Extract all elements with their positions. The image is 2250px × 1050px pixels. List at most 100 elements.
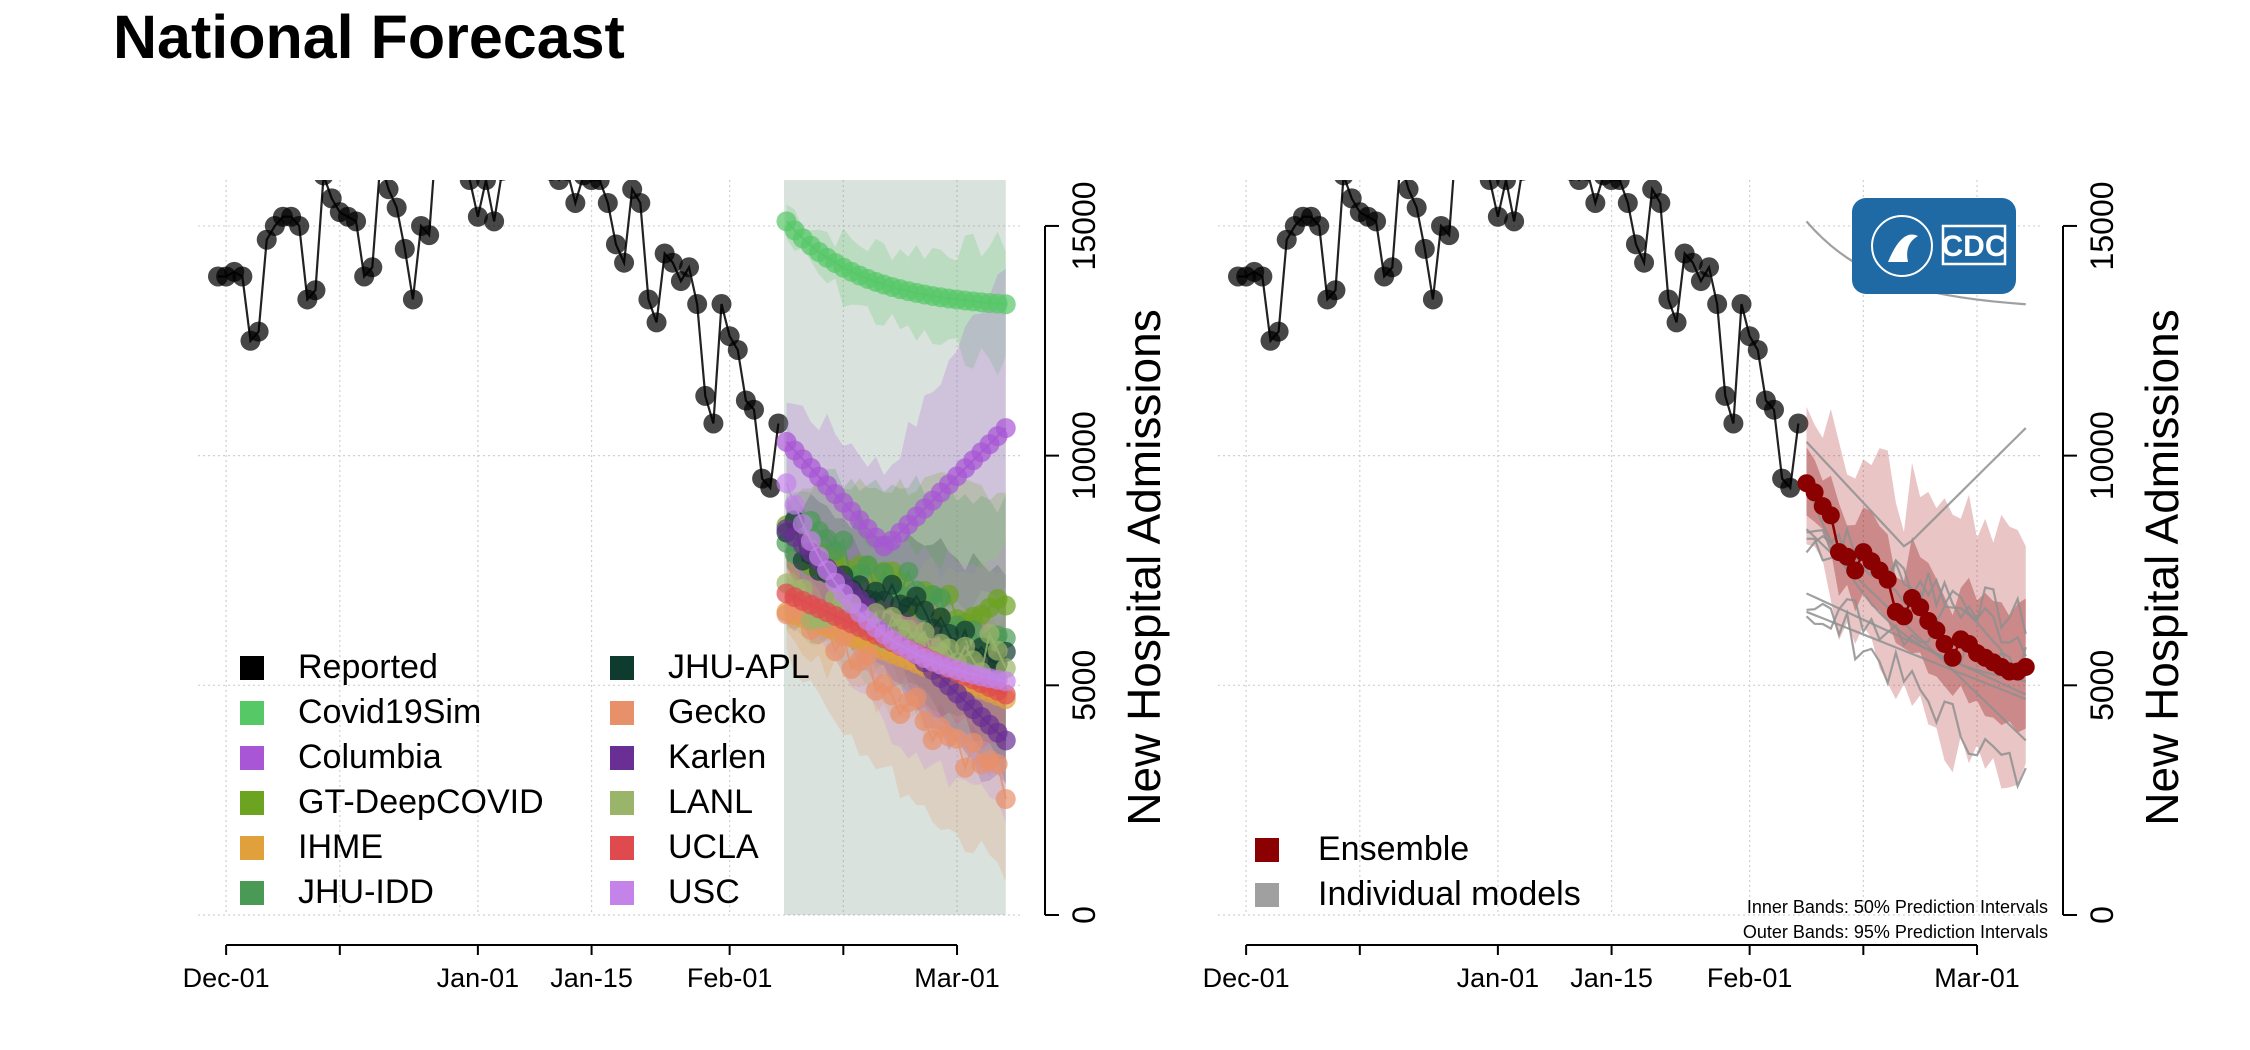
reported-point	[1553, 156, 1573, 176]
series-point	[955, 620, 976, 641]
reported-point	[452, 152, 472, 172]
series-point	[930, 607, 951, 628]
series-point	[979, 623, 1000, 644]
series-point	[995, 788, 1016, 809]
reported-point	[1583, 180, 1592, 181]
reported-point	[1569, 180, 1590, 190]
reported-point	[248, 321, 269, 342]
reported-point	[419, 225, 440, 246]
legend-swatch	[1255, 838, 1279, 862]
reported-point	[508, 115, 528, 135]
reported-point	[427, 115, 447, 135]
reported-point	[711, 294, 732, 315]
reported-point	[1334, 180, 1353, 186]
cdc-logo-background	[1852, 198, 2016, 294]
y-tick-label: 15000	[1066, 181, 1102, 270]
plot-area	[1228, 115, 2035, 790]
reported-point	[467, 206, 488, 227]
panel-individual-forecasts: Dec-01 Jan-01 Jan-15 Feb-01 Mar-01 0 5000 10000…	[183, 115, 1170, 993]
reported-point	[1617, 192, 1638, 213]
reported-point	[547, 180, 555, 181]
series-point	[792, 513, 813, 534]
reported-point	[1625, 234, 1646, 255]
reported-point	[1382, 257, 1403, 278]
y-axis: 0 5000 10000 15000 New Hospital Admissions	[2062, 181, 2188, 924]
series-point	[995, 671, 1016, 692]
legend-label: Ensemble	[1318, 830, 1469, 868]
reported-point	[703, 413, 724, 434]
y-tick-label: 0	[1066, 906, 1102, 924]
series-covid19sim	[776, 211, 1016, 315]
series-columbia	[776, 418, 1016, 557]
reported-point	[565, 192, 586, 213]
reported-point	[1585, 192, 1606, 213]
series-point	[995, 595, 1016, 616]
reported-point	[1537, 133, 1557, 153]
series-point	[800, 531, 821, 552]
reported-point	[305, 280, 326, 301]
series-point	[987, 640, 1008, 661]
ensemble-point	[1894, 607, 1913, 626]
reported-point	[476, 180, 496, 190]
reported-point	[370, 152, 390, 172]
reported-point	[435, 124, 455, 144]
legend-label: LANL	[668, 783, 753, 821]
reported-point	[1487, 206, 1508, 227]
reported-point	[1528, 115, 1548, 135]
cdc-logo-text: CDC	[1942, 230, 2007, 263]
x-tick-label: Mar-01	[914, 963, 1000, 993]
reported-point	[1609, 180, 1630, 190]
reported-point	[1518, 180, 1527, 181]
legend-swatch	[610, 746, 634, 770]
reported-point	[314, 180, 333, 186]
cdc-logo: CDC	[1852, 198, 2016, 294]
reported-point	[1731, 294, 1752, 315]
reported-point	[1325, 280, 1346, 301]
ensemble-point	[1838, 547, 1857, 566]
legend-label: Covid19Sim	[298, 693, 481, 731]
ensemble-point	[1878, 570, 1897, 589]
individual-model-line	[1806, 592, 2027, 696]
series-point	[914, 600, 935, 621]
cdc-box	[1941, 224, 2007, 266]
reported-point	[1723, 413, 1744, 434]
series-point	[914, 621, 935, 642]
legend-label: Columbia	[298, 738, 442, 776]
reported-point	[695, 385, 716, 406]
y-tick-label: 0	[2084, 906, 2120, 924]
reported-point	[1252, 266, 1273, 287]
reported-point	[1496, 180, 1516, 190]
reported-series	[1228, 115, 1809, 498]
reported-point	[525, 147, 545, 167]
reported-point	[289, 215, 310, 236]
reported-point	[517, 133, 537, 153]
x-axis: Dec-01 Jan-01 Jan-15 Feb-01 Mar-01	[183, 944, 1000, 993]
series-point	[898, 561, 919, 582]
reported-point	[1707, 294, 1728, 315]
reported-point	[727, 339, 748, 360]
reported-point	[1414, 238, 1435, 259]
series-point	[784, 494, 805, 515]
legend-label: IHME	[298, 828, 383, 866]
reported-point	[459, 180, 480, 190]
series-usc	[776, 473, 1016, 692]
series-point	[930, 588, 951, 609]
reported-point	[1406, 197, 1427, 218]
series-point	[987, 753, 1008, 774]
ensemble-point	[2016, 657, 2035, 676]
reported-point	[500, 124, 520, 144]
legend-swatch	[240, 791, 264, 815]
legend-label: GT-DeepCOVID	[298, 783, 544, 821]
legend-swatch	[240, 701, 264, 725]
legend-label: Individual models	[1318, 875, 1581, 913]
x-tick-label: Feb-01	[687, 963, 773, 993]
reported-point	[597, 192, 618, 213]
reported-point	[1472, 152, 1492, 172]
y-axis-label: New Hospital Admissions	[2136, 309, 2188, 825]
series-point	[995, 418, 1016, 439]
individual-model-line	[1805, 427, 2027, 548]
series-point	[857, 555, 878, 576]
reported-point	[1447, 115, 1467, 135]
reported-point	[768, 413, 789, 434]
reported-point	[1268, 321, 1289, 342]
